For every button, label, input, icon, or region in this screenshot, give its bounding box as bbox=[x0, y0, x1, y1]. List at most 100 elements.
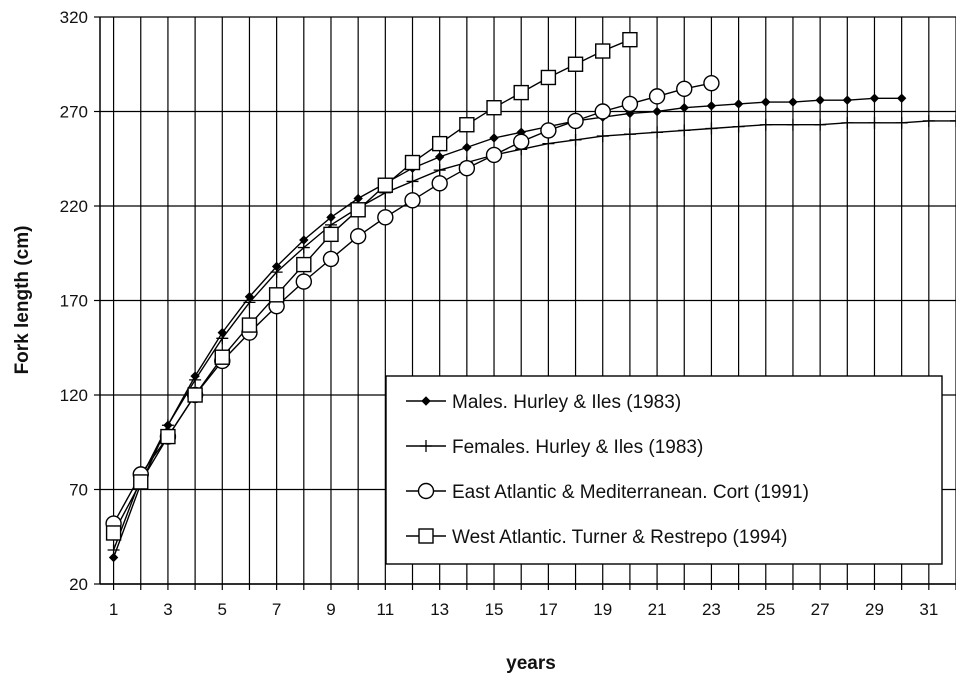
x-tick-label: 31 bbox=[919, 600, 938, 619]
axes bbox=[94, 16, 956, 590]
series-1-point bbox=[815, 95, 825, 105]
x-tick-label: 1 bbox=[109, 600, 118, 619]
x-tick-label: 19 bbox=[593, 600, 612, 619]
series-4-point bbox=[431, 135, 448, 152]
series-3-point bbox=[349, 228, 367, 245]
series-2-point bbox=[596, 130, 609, 143]
series-2-point bbox=[297, 241, 310, 254]
series-1-point bbox=[462, 142, 472, 153]
series-3-point bbox=[377, 209, 394, 226]
legend-box bbox=[385, 375, 943, 565]
series-1-point bbox=[788, 97, 798, 107]
series-2-point bbox=[270, 266, 283, 279]
y-tick-label: 70 bbox=[69, 481, 88, 500]
series-3-point bbox=[458, 159, 476, 177]
legend-item: East Atlantic & Mediterranean. Cort (199… bbox=[406, 482, 809, 503]
series-4-point bbox=[268, 287, 285, 303]
legend: Males. Hurley & Iles (1983) Females. Hurl… bbox=[385, 375, 943, 565]
x-tick-label: 15 bbox=[485, 600, 504, 619]
series-2-point bbox=[651, 126, 664, 139]
legend-item: Males. Hurley & Iles (1983) bbox=[406, 392, 681, 413]
legend-label: Males. Hurley & Iles (1983) bbox=[452, 392, 681, 413]
series-1-point bbox=[842, 95, 853, 105]
x-tick-label: 21 bbox=[648, 600, 667, 619]
series-1-point bbox=[108, 552, 119, 563]
series-2-point bbox=[732, 120, 745, 133]
series-4-point bbox=[105, 525, 122, 541]
series-2-point bbox=[433, 164, 446, 177]
series-4-point bbox=[133, 474, 149, 490]
series-2-point bbox=[623, 128, 636, 141]
legend-label: East Atlantic & Mediterranean. Cort (199… bbox=[452, 482, 809, 503]
x-axis-title: years bbox=[506, 653, 556, 674]
series-4-point bbox=[622, 31, 638, 48]
x-tick-label: 23 bbox=[702, 600, 721, 619]
series-4-markers bbox=[105, 31, 638, 541]
series-2-point bbox=[243, 296, 256, 309]
series-4-point bbox=[214, 349, 230, 365]
series-markers bbox=[105, 31, 956, 563]
legend-item: Females. Hurley & Iles (1983) bbox=[406, 437, 703, 458]
series-4-point bbox=[160, 428, 176, 445]
legend-label: West Atlantic. Turner & Restrepo (1994) bbox=[452, 527, 787, 548]
y-tick-label: 270 bbox=[60, 103, 88, 122]
series-3-point bbox=[648, 88, 666, 105]
series-3-point bbox=[295, 273, 313, 290]
series-2-point bbox=[406, 175, 419, 188]
x-tick-label: 27 bbox=[811, 600, 830, 619]
legend-label: Females. Hurley & Iles (1983) bbox=[452, 437, 703, 458]
series-2-point bbox=[868, 116, 881, 129]
x-tick-label: 25 bbox=[756, 600, 775, 619]
series-3-point bbox=[703, 74, 720, 92]
x-tick-label: 3 bbox=[163, 600, 172, 619]
legend-item: West Atlantic. Turner & Restrepo (1994) bbox=[406, 527, 787, 548]
series-1-point bbox=[761, 97, 771, 107]
x-tick-label: 17 bbox=[539, 600, 558, 619]
series-2-point bbox=[569, 133, 582, 146]
series-2-point bbox=[786, 118, 799, 131]
series-3-point bbox=[676, 80, 693, 98]
legend-marker bbox=[418, 528, 434, 544]
series-2-point bbox=[841, 116, 854, 129]
y-tick-label: 120 bbox=[60, 386, 88, 405]
series-4-point bbox=[350, 202, 366, 218]
series-2-point bbox=[895, 116, 908, 129]
series-4-point bbox=[404, 154, 421, 171]
y-tick-label: 320 bbox=[60, 8, 88, 27]
series-3-point bbox=[485, 146, 503, 164]
series-4-point bbox=[377, 177, 394, 193]
x-tick-label: 29 bbox=[865, 600, 884, 619]
series-2-point bbox=[705, 122, 718, 135]
series-3-point bbox=[621, 95, 639, 113]
series-1-point bbox=[679, 103, 689, 113]
series-2-point bbox=[107, 543, 120, 556]
series-4-point bbox=[323, 226, 339, 243]
x-tick-label: 7 bbox=[272, 600, 281, 619]
series-3-point bbox=[513, 133, 530, 150]
series-1-point bbox=[706, 101, 717, 111]
series-1-point bbox=[869, 93, 880, 103]
series-2-point bbox=[759, 118, 772, 131]
series-3-point bbox=[567, 112, 584, 130]
series-1-point bbox=[489, 133, 499, 143]
series-4-point bbox=[486, 100, 502, 116]
y-tick-label: 170 bbox=[60, 292, 88, 311]
series-4-point bbox=[241, 317, 258, 333]
series-4-point bbox=[187, 387, 203, 403]
series-1-point bbox=[652, 106, 662, 117]
series-4-point bbox=[567, 56, 584, 72]
series-3-point bbox=[431, 175, 448, 192]
x-tick-label: 9 bbox=[326, 600, 335, 619]
legend-marker bbox=[420, 440, 432, 452]
series-4-point bbox=[296, 256, 312, 273]
series-1-point bbox=[896, 93, 907, 103]
series-4-point bbox=[513, 84, 529, 101]
series-2-point bbox=[922, 114, 935, 127]
series-4-point bbox=[459, 117, 475, 133]
series-4-point bbox=[595, 43, 611, 59]
x-tick-label: 13 bbox=[430, 600, 449, 619]
series-3-point bbox=[404, 192, 421, 209]
legend-marker bbox=[421, 396, 431, 406]
